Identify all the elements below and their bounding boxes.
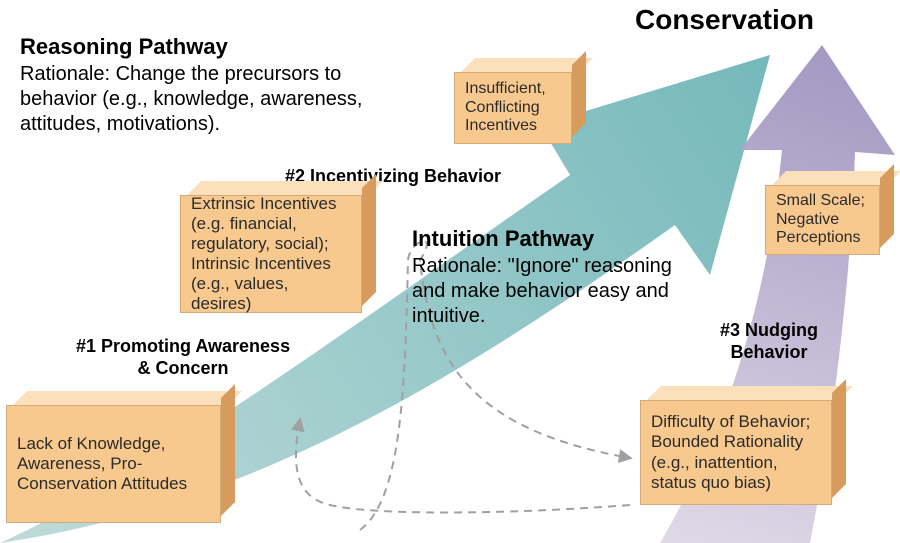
box-insufficient-incentives: Insufficient, Conflicting Incentives — [454, 72, 586, 158]
box-small-scale-text: Small Scale; Negative Perceptions — [765, 185, 880, 255]
intuition-body: Rationale: "Ignore" reasoning and make b… — [412, 254, 702, 329]
conservation-label: Conservation — [635, 4, 814, 36]
box-insufficient-incentives-text: Insufficient, Conflicting Incentives — [454, 72, 572, 144]
box-extrinsic-intrinsic: Extrinsic Incentives (e.g. financial, re… — [180, 195, 376, 327]
box-difficulty-behavior-text: Difficulty of Behavior; Bounded Rational… — [640, 400, 832, 505]
dash-left — [296, 420, 630, 513]
reasoning-body: Rationale: Change the precursors to beha… — [20, 62, 400, 137]
step1-label: #1 Promoting Awareness & Concern — [76, 336, 290, 379]
box-difficulty-behavior: Difficulty of Behavior; Bounded Rational… — [640, 400, 846, 519]
box-lack-of-knowledge: Lack of Knowledge, Awareness, Pro- Conse… — [6, 405, 235, 537]
intuition-title: Intuition Pathway — [412, 226, 594, 252]
box-lack-of-knowledge-text: Lack of Knowledge, Awareness, Pro- Conse… — [6, 405, 221, 523]
diagram-stage: Conservation Reasoning Pathway Rationale… — [0, 0, 900, 543]
box-small-scale: Small Scale; Negative Perceptions — [765, 185, 894, 269]
box-extrinsic-intrinsic-text: Extrinsic Incentives (e.g. financial, re… — [180, 195, 362, 313]
reasoning-title: Reasoning Pathway — [20, 34, 228, 60]
step3-label: #3 Nudging Behavior — [720, 320, 818, 363]
